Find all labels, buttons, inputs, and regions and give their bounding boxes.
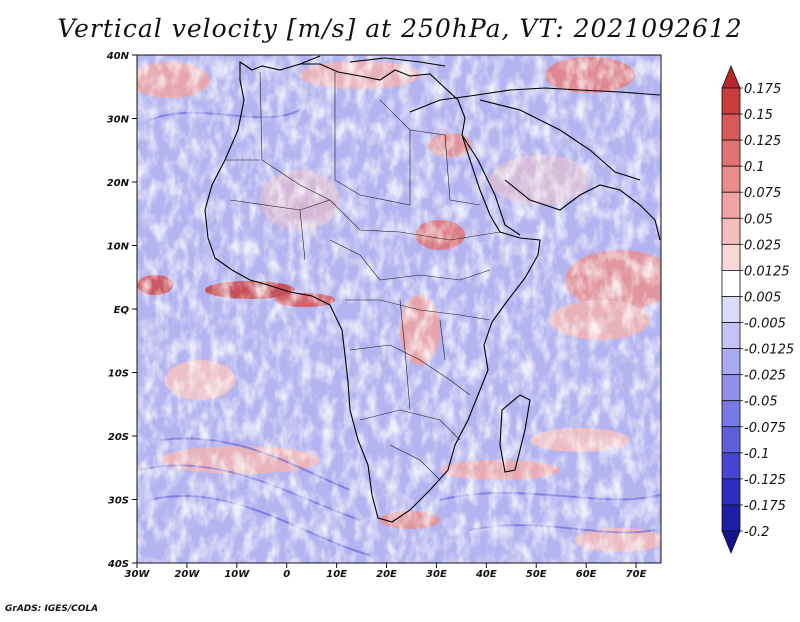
lon-label: 20E [376, 569, 397, 580]
colorbar-level-label: -0.2 [744, 525, 769, 540]
colorbar: 0.175 0.15 0.125 0.1 0.075 0.05 0.025 0.0125 0.0… [721, 64, 794, 555]
lon-label: 50E [526, 569, 547, 580]
lon-label: 20W [174, 569, 200, 580]
lon-label: 70E [626, 569, 647, 580]
figure-title: Vertical velocity [m/s] at 250hPa, VT: 2… [57, 14, 743, 43]
colorbar-level-label: -0.125 [744, 473, 786, 488]
colorbar-box [721, 452, 741, 480]
colorbar-bottom-arrow [721, 530, 741, 555]
colorbar-level-label: 0.15 [744, 108, 773, 123]
colorbar-box [721, 139, 741, 167]
lat-label: 30N [107, 115, 130, 126]
colorbar-box [721, 165, 741, 193]
lon-label: 30E [426, 569, 447, 580]
colorbar-box [721, 217, 741, 245]
colorbar-level-label: 0.0125 [744, 264, 790, 279]
lon-label: 40E [475, 569, 497, 580]
colorbar-level-label: 0.125 [744, 134, 781, 149]
colorbar-box [721, 243, 741, 271]
colorbar-box [721, 322, 741, 349]
colorbar-level-label: -0.0125 [744, 343, 794, 358]
colorbar-level-label: -0.025 [744, 369, 786, 384]
longitude-axis: 30W 20W 10W 0 10E 20E 30E 40E 50E 60E 70E [125, 563, 647, 580]
map-texture-white [137, 55, 661, 563]
lat-label: 20S [108, 432, 129, 443]
colorbar-level-label: 0.175 [744, 82, 781, 97]
colorbar-box [721, 426, 741, 454]
lon-label: 0 [283, 569, 290, 580]
lat-label: 40N [106, 51, 130, 62]
colorbar-box [721, 270, 741, 297]
country-borders [225, 71, 501, 481]
coastlines [204, 55, 661, 523]
colorbar-box [721, 348, 741, 376]
grads-credit: GrADS: IGES/COLA [5, 604, 99, 614]
lat-label: EQ [114, 305, 130, 316]
lat-label: 30S [108, 496, 129, 507]
lat-label: 40S [107, 559, 129, 570]
colorbar-box [721, 191, 741, 219]
map-panel [137, 55, 661, 563]
latitude-axis: 40N 30N 20N 10N EQ 10S 20S 30S 40S [106, 51, 137, 570]
colorbar-level-label: 0.075 [744, 186, 781, 201]
lon-label: 10E [326, 569, 347, 580]
lat-label: 20N [107, 178, 130, 189]
colorbar-level-label: -0.05 [744, 395, 778, 410]
colorbar-level-label: -0.075 [744, 421, 786, 436]
lon-label: 10W [224, 569, 250, 580]
colorbar-level-label: 0.05 [744, 212, 773, 227]
colorbar-level-label: 0.1 [744, 160, 765, 175]
lat-label: 10N [107, 242, 130, 253]
colorbar-level-label: 0.025 [744, 238, 781, 253]
colorbar-level-label: -0.005 [744, 317, 786, 332]
colorbar-level-label: -0.1 [744, 447, 769, 462]
colorbar-box [721, 400, 741, 428]
colorbar-top-arrow [721, 64, 741, 89]
colorbar-box [721, 504, 741, 532]
colorbar-box [721, 87, 741, 115]
colorbar-box [721, 113, 741, 141]
lon-label: 60E [576, 569, 597, 580]
colorbar-box [721, 296, 741, 323]
colorbar-box [721, 478, 741, 506]
colorbar-box [721, 374, 741, 402]
colorbar-level-label: -0.175 [744, 499, 786, 514]
lat-label: 10S [108, 369, 129, 380]
colorbar-level-label: 0.005 [744, 290, 781, 305]
lon-label: 30W [125, 569, 151, 580]
